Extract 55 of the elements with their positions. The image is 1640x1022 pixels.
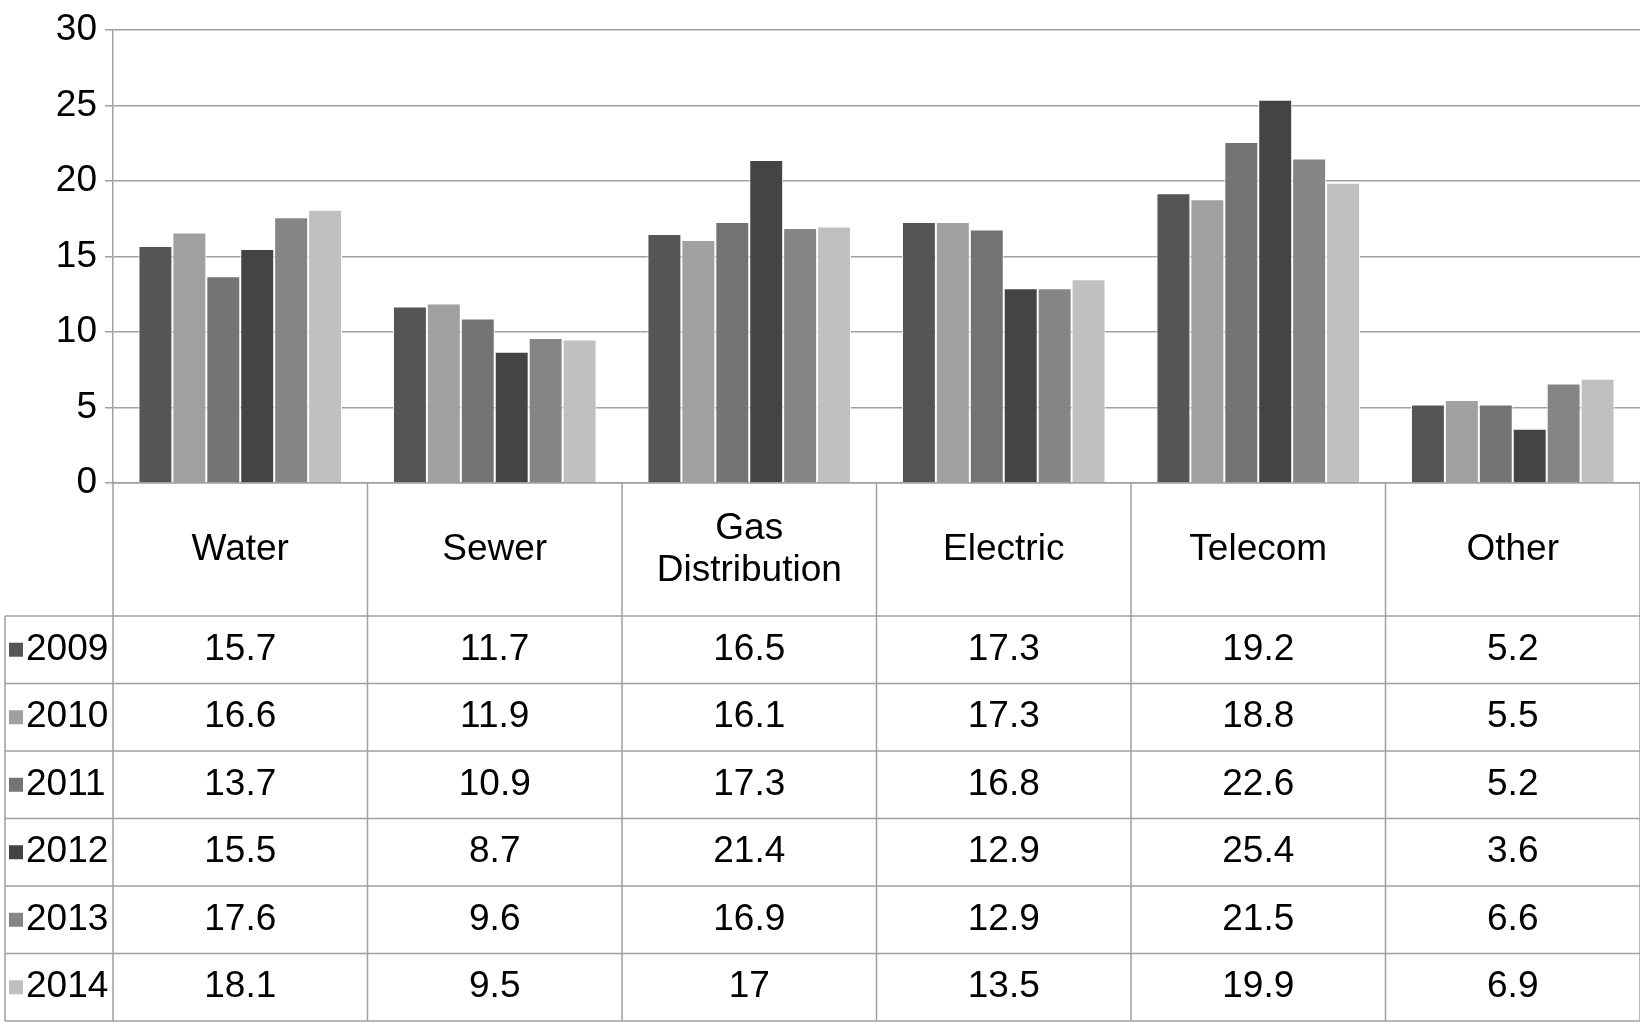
data-label: 5.5 xyxy=(1487,694,1539,736)
y-tick-label: 20 xyxy=(55,158,97,200)
data-label: 17.3 xyxy=(967,626,1040,668)
data-label: 16.6 xyxy=(204,694,277,736)
x-tick-label: Sewer xyxy=(442,526,548,568)
legend-label: 2011 xyxy=(26,761,106,803)
y-tick-label: 5 xyxy=(76,384,97,426)
x-tick-label: Telecom xyxy=(1189,526,1328,568)
y-tick-label: 0 xyxy=(76,460,97,502)
data-label: 18.1 xyxy=(204,964,277,1006)
x-tick-label: Electric xyxy=(943,526,1065,568)
data-label: 25.4 xyxy=(1222,829,1295,871)
legend-label: 2009 xyxy=(26,626,109,668)
x-tick-label: Gas Distribution xyxy=(656,505,842,589)
y-tick-label: 15 xyxy=(55,233,97,275)
data-label: 17.3 xyxy=(713,761,786,803)
data-label: 11.9 xyxy=(460,694,530,736)
data-label: 10.9 xyxy=(458,761,531,803)
data-label: 17.3 xyxy=(967,694,1040,736)
data-label: 16.9 xyxy=(713,896,786,938)
data-label: 5.2 xyxy=(1487,626,1539,668)
data-label: 11.7 xyxy=(460,626,530,668)
data-label: 21.5 xyxy=(1222,896,1295,938)
data-label: 22.6 xyxy=(1222,761,1295,803)
data-label: 15.7 xyxy=(204,626,277,668)
data-label: 5.2 xyxy=(1487,761,1539,803)
data-label: 8.7 xyxy=(469,829,521,871)
data-label: 9.6 xyxy=(469,896,521,938)
data-label: 6.6 xyxy=(1487,896,1539,938)
data-label: 17.6 xyxy=(204,896,277,938)
data-label: 21.4 xyxy=(713,829,786,871)
data-label: 16.5 xyxy=(713,626,786,668)
data-label: 15.5 xyxy=(204,829,277,871)
data-label: 9.5 xyxy=(469,964,521,1006)
data-label: 18.8 xyxy=(1222,694,1295,736)
legend-label: 2014 xyxy=(26,964,109,1006)
data-label: 13.5 xyxy=(967,964,1040,1006)
data-label: 12.9 xyxy=(967,896,1040,938)
y-tick-label: 10 xyxy=(55,309,97,351)
data-label: 16.8 xyxy=(967,761,1040,803)
data-label: 16.1 xyxy=(713,694,786,736)
y-tick-label: 25 xyxy=(55,82,97,124)
x-tick-label: Other xyxy=(1466,526,1560,568)
data-label: 19.2 xyxy=(1222,626,1295,668)
data-label: 6.9 xyxy=(1487,964,1539,1006)
data-label: 17 xyxy=(728,964,770,1006)
data-label: 12.9 xyxy=(967,829,1040,871)
x-tick-label: Water xyxy=(191,526,289,568)
legend-label: 2013 xyxy=(26,896,109,938)
legend-label: 2012 xyxy=(26,829,109,871)
data-label: 3.6 xyxy=(1487,829,1539,871)
y-tick-label: 30 xyxy=(55,7,97,49)
legend-label: 2010 xyxy=(26,694,109,736)
data-label: 13.7 xyxy=(204,761,277,803)
data-label: 19.9 xyxy=(1222,964,1295,1006)
